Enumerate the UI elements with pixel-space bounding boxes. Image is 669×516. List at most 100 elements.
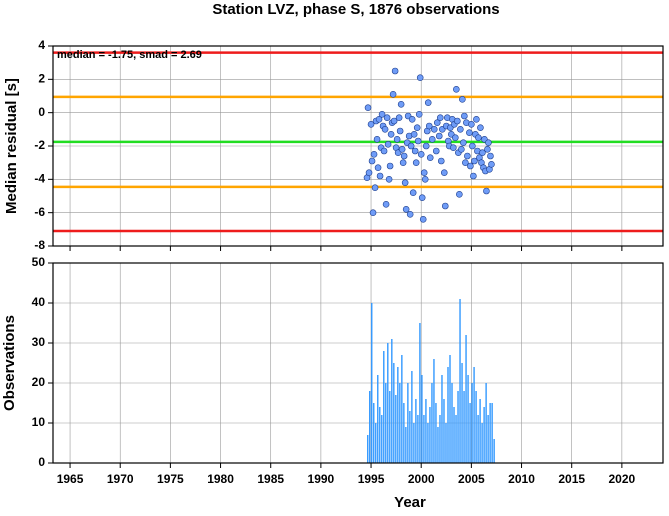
- data-point: [364, 104, 372, 111]
- bar: [387, 343, 389, 463]
- bar: [391, 339, 393, 463]
- data-point: [373, 136, 381, 143]
- y-tick-label: 30: [32, 335, 46, 349]
- data-point: [409, 189, 417, 196]
- bar: [371, 303, 373, 463]
- data-point: [419, 216, 427, 223]
- bar: [427, 423, 429, 463]
- plot-frame: [52, 262, 664, 464]
- bar: [373, 403, 375, 463]
- data-point: [365, 169, 373, 176]
- data-point: [457, 126, 464, 133]
- chart-title: Station LVZ, phase S, 1876 observations: [212, 1, 499, 18]
- bar: [389, 391, 391, 463]
- bar: [489, 403, 491, 463]
- plot-frame: [52, 45, 664, 247]
- data-point: [477, 124, 484, 131]
- x-axis-label: Year: [394, 494, 426, 511]
- data-point: [381, 126, 389, 133]
- y-tick-label: 20: [32, 375, 46, 389]
- data-point: [435, 132, 443, 140]
- data-point: [470, 172, 477, 180]
- data-point: [473, 116, 480, 123]
- data-point: [382, 201, 390, 208]
- data-point: [389, 91, 397, 98]
- x-tick-label: 1985: [257, 472, 284, 486]
- data-point: [393, 136, 401, 143]
- data-point: [460, 139, 467, 146]
- bar: [485, 383, 487, 463]
- bar: [449, 355, 451, 463]
- bar: [411, 371, 413, 463]
- bar: [471, 383, 473, 463]
- bar: [419, 323, 421, 463]
- data-point: [428, 136, 436, 143]
- data-point: [406, 211, 414, 218]
- data-point: [437, 157, 445, 165]
- bar: [429, 407, 431, 463]
- data-point: [378, 111, 386, 118]
- bar: [463, 391, 465, 463]
- data-point: [432, 147, 440, 155]
- data-point: [371, 184, 379, 191]
- data-point: [459, 96, 466, 103]
- data-point: [385, 176, 393, 183]
- data-point: [469, 142, 476, 150]
- data-point: [430, 126, 438, 133]
- data-point: [375, 116, 383, 123]
- data-point: [401, 179, 409, 186]
- data-point: [456, 191, 463, 198]
- y-axis-label: Observations: [1, 315, 18, 411]
- data-point: [369, 209, 377, 216]
- data-point: [412, 159, 420, 166]
- bar: [415, 399, 417, 463]
- data-point: [458, 146, 465, 153]
- data-point: [416, 74, 424, 81]
- bar: [479, 399, 481, 463]
- bar: [421, 375, 423, 463]
- bar: [399, 383, 401, 463]
- x-tick-label: 1965: [57, 472, 84, 486]
- data-point: [424, 99, 432, 106]
- data-point: [421, 176, 429, 183]
- data-point: [414, 137, 422, 145]
- bar: [381, 415, 383, 463]
- data-point: [420, 169, 428, 176]
- data-point: [468, 121, 475, 128]
- data-point: [408, 116, 416, 123]
- y-tick-label: 40: [32, 295, 46, 309]
- x-tick-label: 2000: [408, 472, 435, 486]
- x-tick-label: 1980: [207, 472, 234, 486]
- y-tick-label: 4: [38, 38, 45, 52]
- data-point: [488, 161, 495, 168]
- x-tick-label: 2005: [458, 472, 485, 486]
- data-point: [475, 134, 482, 141]
- data-point: [368, 157, 376, 165]
- x-tick-label: 2010: [508, 472, 535, 486]
- bar: [469, 403, 471, 463]
- data-point: [440, 169, 448, 176]
- x-tick-label: 1995: [358, 472, 385, 486]
- bar: [445, 423, 447, 463]
- data-point: [390, 117, 398, 125]
- bar: [491, 403, 493, 463]
- y-axis-label: Median residual [s]: [3, 78, 20, 214]
- data-point: [453, 86, 460, 93]
- data-point: [395, 114, 403, 121]
- data-point: [450, 144, 457, 151]
- bar: [379, 407, 381, 463]
- bar: [477, 415, 479, 463]
- bar: [417, 415, 419, 463]
- bar: [397, 367, 399, 463]
- data-point: [422, 142, 430, 150]
- bar: [385, 383, 387, 463]
- y-tick-label: -8: [34, 238, 45, 252]
- bar: [475, 391, 477, 463]
- bar: [441, 375, 443, 463]
- data-point: [415, 111, 423, 118]
- bar: [459, 299, 461, 463]
- data-point: [464, 152, 471, 160]
- y-tick-label: -4: [34, 172, 45, 186]
- bar: [403, 403, 405, 463]
- annotation: median = -1.75, smad = 2.69: [57, 49, 202, 61]
